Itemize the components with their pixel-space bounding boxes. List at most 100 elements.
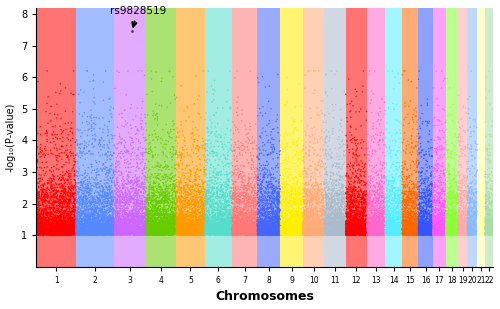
- Point: [192, 233, 200, 238]
- Point: [369, 91, 377, 96]
- Point: [88, 221, 96, 226]
- Point: [206, 226, 214, 231]
- Point: [234, 212, 241, 217]
- Point: [233, 167, 241, 172]
- Point: [78, 173, 86, 178]
- Point: [284, 223, 292, 228]
- Point: [132, 229, 140, 234]
- Point: [68, 183, 76, 188]
- Point: [102, 228, 110, 233]
- Point: [321, 219, 329, 224]
- Point: [442, 231, 450, 236]
- Point: [234, 193, 241, 198]
- Point: [478, 226, 486, 231]
- Point: [481, 226, 489, 231]
- Point: [54, 231, 62, 235]
- Point: [481, 225, 489, 230]
- Point: [334, 228, 342, 233]
- Point: [228, 230, 235, 235]
- Point: [358, 226, 366, 231]
- Point: [405, 219, 413, 224]
- Point: [339, 229, 347, 234]
- Point: [301, 231, 309, 236]
- Point: [296, 212, 304, 217]
- Point: [381, 112, 389, 116]
- Point: [414, 117, 422, 122]
- Point: [80, 201, 88, 206]
- Point: [148, 230, 156, 235]
- Point: [345, 211, 353, 216]
- Point: [206, 150, 214, 155]
- Point: [379, 205, 387, 210]
- Point: [450, 200, 458, 205]
- Point: [274, 220, 282, 225]
- Point: [466, 215, 474, 220]
- Point: [42, 232, 50, 237]
- Point: [284, 223, 292, 228]
- Point: [465, 210, 473, 214]
- Point: [288, 225, 296, 230]
- Point: [333, 230, 341, 235]
- Point: [438, 189, 446, 194]
- Point: [294, 228, 302, 233]
- Point: [402, 233, 410, 238]
- Point: [390, 232, 398, 237]
- Point: [211, 231, 219, 236]
- Point: [252, 229, 260, 234]
- Point: [157, 192, 165, 197]
- Point: [42, 227, 50, 232]
- Point: [209, 217, 217, 222]
- Point: [324, 223, 332, 228]
- Point: [430, 167, 438, 172]
- Point: [124, 224, 132, 229]
- Point: [435, 225, 443, 230]
- Point: [131, 225, 139, 230]
- Point: [140, 211, 148, 216]
- Point: [434, 231, 442, 236]
- Point: [376, 215, 384, 220]
- Point: [174, 189, 182, 194]
- Point: [242, 232, 250, 237]
- Point: [44, 228, 52, 233]
- Point: [231, 226, 239, 231]
- Point: [344, 201, 352, 205]
- Point: [389, 228, 397, 233]
- Point: [404, 218, 412, 223]
- Point: [325, 222, 333, 227]
- Point: [151, 219, 159, 224]
- Point: [184, 225, 192, 230]
- Point: [74, 209, 82, 214]
- Point: [274, 223, 282, 228]
- Point: [442, 191, 450, 196]
- Point: [352, 199, 360, 204]
- Point: [428, 228, 436, 233]
- Point: [306, 230, 314, 235]
- Point: [268, 224, 276, 229]
- Point: [208, 230, 216, 235]
- Point: [46, 196, 54, 201]
- Point: [84, 181, 92, 186]
- Point: [478, 192, 486, 197]
- Point: [198, 230, 206, 235]
- Point: [386, 226, 394, 231]
- Point: [376, 215, 384, 220]
- Point: [391, 222, 399, 226]
- Point: [138, 213, 146, 218]
- Point: [156, 210, 164, 214]
- Point: [156, 228, 164, 233]
- Point: [282, 232, 290, 237]
- Point: [196, 232, 204, 237]
- Point: [72, 198, 80, 203]
- Point: [294, 227, 302, 232]
- Point: [164, 214, 172, 219]
- Point: [128, 229, 136, 234]
- Point: [46, 231, 54, 236]
- Point: [292, 128, 300, 133]
- Point: [38, 231, 46, 236]
- Point: [219, 231, 227, 235]
- Point: [201, 170, 209, 175]
- Point: [332, 226, 340, 231]
- Point: [197, 232, 205, 237]
- Point: [107, 132, 115, 137]
- Point: [319, 227, 327, 232]
